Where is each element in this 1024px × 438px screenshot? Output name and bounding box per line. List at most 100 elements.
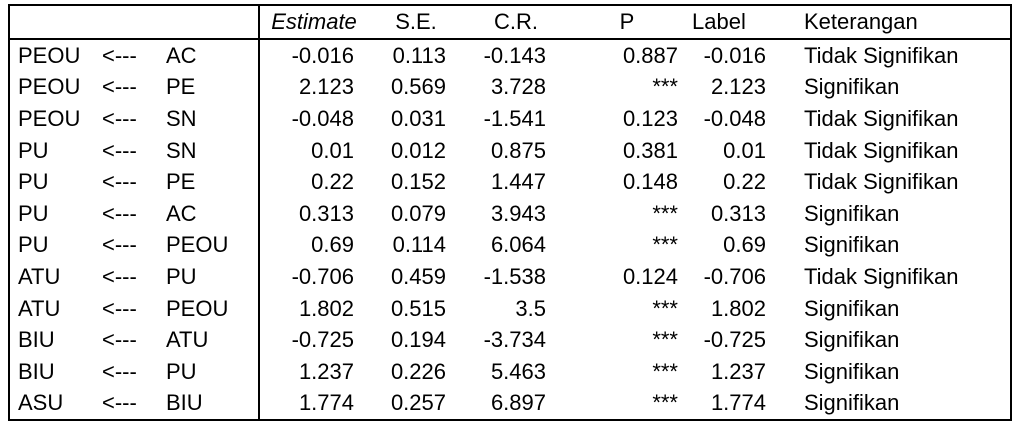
cell-dependent: PU [8,197,102,230]
cell-keterangan: Signifikan [794,292,1012,324]
cell-arrow: <--- [102,232,137,258]
cell-independent: AC [166,38,260,72]
cell-estimate: -0.016 [291,42,354,68]
cell-dependent: PEOU [8,71,102,103]
cell-dependent: PU [8,134,102,166]
cell-p: *** [652,295,678,321]
cell-se: 0.257 [368,387,464,421]
cell-estimate: -0.048 [291,106,354,132]
cell-dependent: PU [8,229,102,261]
cell-independent: SN [166,134,260,166]
cell-dependent: PU [8,165,102,198]
table-header: Estimate S.E. C.R. P Label Keterangan [8,4,1012,40]
cell-independent: PU [166,355,260,388]
cell-p: *** [652,327,678,353]
cell-cr: -1.541 [483,106,546,132]
header-se: S.E. [368,4,464,40]
cell-se: 0.114 [392,232,446,258]
cell-label: 1.237 [710,358,766,384]
cell-estimate: 0.01 [311,137,354,163]
header-dependent [8,4,102,40]
table-row: PEOU <--- AC -0.016 0.113 -0.143 0.887 -0.016 Ti… [8,38,1012,72]
cell-cr: 0.875 [490,137,546,163]
cell-independent: PEOU [166,292,260,324]
table-row: ASU <--- BIU 1.774 0.257 6.897 *** 1.774 Signifi… [8,387,1012,421]
cell-p: 0.123 [622,106,678,132]
cell-se: 0.079 [390,200,446,226]
cell-se: 0.012 [390,137,446,163]
cell-dependent: ASU [8,387,102,421]
cell-arrow: <--- [102,264,137,290]
regression-weights-table-container: Estimate S.E. C.R. P Label Keterangan PE… [8,4,1012,432]
regression-weights-table: Estimate S.E. C.R. P Label Keterangan PE… [8,4,1012,421]
cell-keterangan: Tidak Signifikan [794,134,1012,166]
cell-keterangan: Signifikan [794,387,1012,421]
cell-se: 0.569 [390,74,446,100]
cell-estimate: 0.69 [311,232,354,258]
header-estimate: Estimate [259,4,368,40]
cell-estimate: 1.774 [259,387,368,421]
cell-estimate: 1.802 [298,295,354,321]
cell-p: *** [652,74,678,100]
table-row: PEOU <--- SN -0.048 0.031 -1.541 0.123 -0.048 Ti… [8,102,1012,135]
cell-cr: -0.143 [483,42,546,68]
cell-arrow: <--- [102,327,137,353]
header-arrow [102,4,166,40]
table-row: PU <--- AC 0.313 0.079 3.943 *** 0.313 Signifika… [8,197,1012,230]
table-row: PU <--- SN 0.01 0.012 0.875 0.381 0.01 Tidak Sig… [8,134,1012,166]
cell-cr: 3.728 [490,74,546,100]
cell-label: 0.313 [710,200,766,226]
cell-p: *** [568,387,686,421]
cell-label: 0.22 [723,169,766,195]
cell-arrow: <--- [102,200,137,226]
cell-se: 0.515 [390,295,446,321]
cell-keterangan: Tidak Signifikan [794,38,1012,72]
cell-cr: -3.734 [483,327,546,353]
cell-p: *** [652,358,678,384]
header-independent [166,4,260,40]
cell-estimate: 0.22 [311,169,354,195]
table-row: ATU <--- PEOU 1.802 0.515 3.5 *** 1.802 Signifik… [8,292,1012,324]
cell-se: 0.152 [390,169,446,195]
cell-keterangan: Signifikan [794,71,1012,103]
cell-label: 2.123 [710,74,766,100]
header-label: Label [686,4,794,40]
cell-dependent: ATU [8,292,102,324]
table-row: BIU <--- PU 1.237 0.226 5.463 *** 1.237 Signifik… [8,355,1012,388]
cell-se: 0.113 [392,42,446,68]
cell-keterangan: Tidak Signifikan [794,165,1012,198]
header-keterangan: Keterangan [794,4,1012,40]
cell-keterangan: Signifikan [794,323,1012,356]
cell-cr: 3.5 [515,295,546,321]
cell-arrow: <--- [102,74,137,100]
cell-independent: PE [166,71,260,103]
cell-keterangan: Signifikan [794,229,1012,261]
cell-label: 1.774 [686,387,794,421]
cell-estimate: 2.123 [298,74,354,100]
cell-cr: -1.538 [483,264,546,290]
cell-p: *** [652,200,678,226]
cell-independent: AC [166,197,260,230]
cell-independent: BIU [166,387,260,421]
cell-label: 0.69 [723,232,766,258]
cell-se: 0.226 [390,358,446,384]
cell-keterangan: Tidak Signifikan [794,102,1012,135]
cell-label: -0.706 [703,264,766,290]
cell-independent: PE [166,165,260,198]
cell-estimate: -0.706 [291,264,354,290]
cell-keterangan: Signifikan [794,197,1012,230]
cell-independent: ATU [166,323,260,356]
cell-p: 0.887 [622,42,678,68]
cell-dependent: PEOU [8,102,102,135]
cell-arrow: <--- [102,295,137,321]
cell-cr: 3.943 [490,200,546,226]
table-row: PEOU <--- PE 2.123 0.569 3.728 *** 2.123 Signifi… [8,71,1012,103]
header-p: P [568,4,686,40]
cell-keterangan: Signifikan [794,355,1012,388]
cell-arrow: <--- [102,387,166,421]
cell-arrow: <--- [102,137,137,163]
cell-arrow: <--- [102,358,137,384]
cell-independent: SN [166,102,260,135]
cell-dependent: ATU [8,260,102,293]
cell-label: -0.016 [703,42,766,68]
